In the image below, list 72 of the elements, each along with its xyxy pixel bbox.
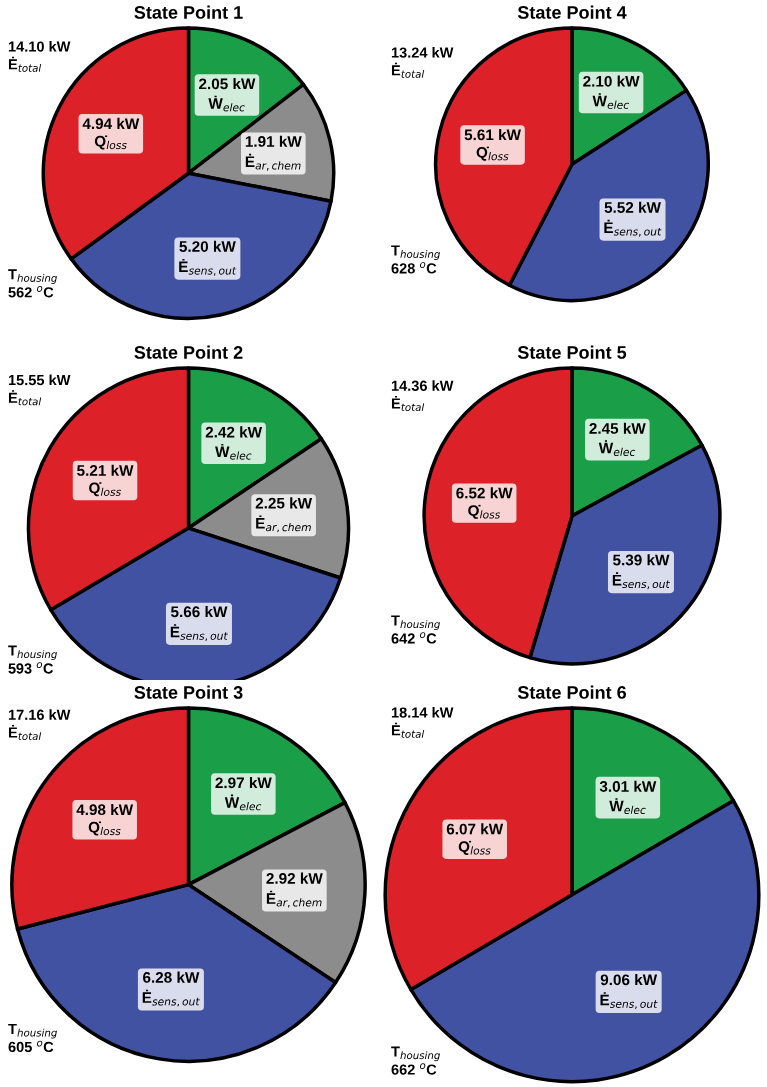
data-label: 2.42 kW [205,426,263,438]
text: 15.55 kW [8,374,71,386]
data-label: 2.05 kW [199,78,256,90]
data-label: 5.20 kW [179,240,236,252]
text: 662 $^{o}$C [391,1063,437,1075]
data-label: 2.45 kW [589,422,646,434]
slice-label: Ẇ$_{elec}$ [215,443,252,460]
slice-label: Q̇$_{loss}$ [458,840,491,855]
text: T$_{housing}$ [8,1023,57,1039]
slice-label: Ė$_{sens,out}$ [604,219,662,237]
chart-title: State Point 5 [517,345,627,359]
data-label: 4.98 kW [76,803,134,816]
slice-label: Ė$_{sens,out}$ [170,624,228,641]
slice-label: Q̇$_{loss}$ [476,146,509,161]
data-label: 5.61 kW [464,129,521,141]
data-label: 5.21 kW [77,464,134,476]
slice-label: Ė$_{ar,chem}$ [266,890,322,908]
data-label: 2.10 kW [583,75,640,87]
chart-title: State Point 1 [134,5,243,19]
text: 593 $^{o}$C [8,662,54,674]
text: 642 $^{o}$C [391,632,437,644]
slice-label: Q̇$_{loss}$ [88,821,121,836]
text: 18.14 kW [391,707,454,718]
data-label: 2.25 kW [255,497,313,509]
text: Ė$_{total}$ [8,390,42,406]
text: 562 $^{o}$C [8,286,54,298]
slice-label: Q̇$_{loss}$ [468,504,501,519]
data-label: 3.01 kW [599,780,657,792]
data-label: 6.52 kW [456,487,513,499]
text: 14.36 kW [391,380,454,391]
data-label: 4.94 kW [82,117,140,130]
slice-label: Ė$_{sens,out}$ [179,258,237,276]
slice-label: Ė$_{ar,chem}$ [245,153,301,171]
chart-title: State Point 2 [134,345,243,359]
text: 14.10 kW [8,41,71,52]
chart-title: State Point 6 [517,685,627,699]
text: Ė$_{total}$ [391,62,425,78]
slice-label: Ė$_{sens,out}$ [142,989,200,1007]
slice-label: Ẇ$_{elec}$ [224,794,262,811]
chart-title: State Point 3 [134,685,243,699]
text: Ė$_{total}$ [391,396,425,412]
slice-label: Ẇ$_{elec}$ [598,440,636,456]
data-label: 2.97 kW [215,776,272,789]
data-label: 5.52 kW [604,201,661,213]
chart-title: State Point 4 [517,5,627,19]
data-label: 6.07 kW [446,823,504,835]
slice-label: Ė$_{ar,chem}$ [256,515,311,533]
data-label: 1.91 kW [245,135,302,147]
slice-label: Q̇$_{loss}$ [94,135,127,150]
slice-label: Ė$_{sens,out}$ [612,572,670,590]
slice-label: Ẇ$_{elec}$ [208,95,245,112]
data-label: 5.39 kW [613,554,670,566]
data-label: 2.92 kW [266,872,323,884]
data-label: 6.28 kW [143,971,200,983]
text: T$_{housing}$ [8,269,57,284]
text: 628 $^{o}$C [391,262,437,274]
slice-label: Ė$_{sens,out}$ [600,992,658,1009]
text: Ė$_{total}$ [391,722,425,738]
data-label: 5.66 kW [170,605,228,618]
text: 17.16 kW [8,709,71,720]
text: T$_{housing}$ [391,615,440,631]
slice-label: Ẇ$_{elec}$ [592,93,629,109]
text: Ė$_{total}$ [8,725,42,741]
text: 605 $^{o}$C [8,1040,54,1053]
text: T$_{housing}$ [391,245,440,260]
text: T$_{housing}$ [8,645,57,661]
text: 13.24 kW [391,47,454,58]
text: T$_{housing}$ [391,1046,440,1062]
slice-label: Ẇ$_{elec}$ [609,798,646,815]
data-label: 9.06 kW [600,974,658,986]
slice-label: Q̇$_{loss}$ [89,482,121,497]
text: Ė$_{total}$ [8,56,42,72]
